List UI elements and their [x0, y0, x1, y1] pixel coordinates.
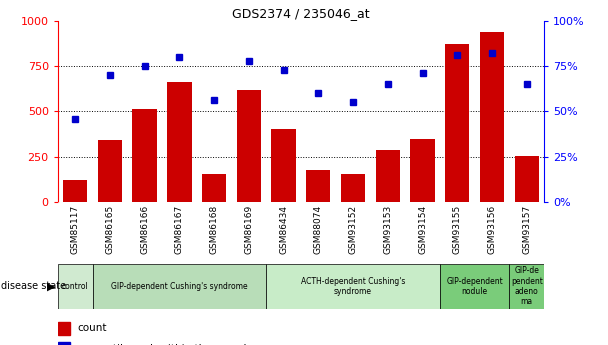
Text: GSM85117: GSM85117 [71, 205, 80, 254]
Bar [167, 82, 192, 202]
Text: GSM93154: GSM93154 [418, 205, 427, 254]
Bar [58, 342, 70, 345]
Text: disease state: disease state [1, 282, 66, 291]
Text: GSM93152: GSM93152 [348, 205, 358, 254]
Bar [510, 264, 544, 309]
Text: ACTH-dependent Cushing's
syndrome: ACTH-dependent Cushing's syndrome [301, 277, 406, 296]
Bar [58, 322, 70, 335]
Bar [98, 140, 122, 202]
Bar [133, 109, 157, 202]
Text: count: count [77, 324, 107, 334]
Bar [266, 264, 440, 309]
Text: GIP-dependent
nodule: GIP-dependent nodule [446, 277, 503, 296]
Title: GDS2374 / 235046_at: GDS2374 / 235046_at [232, 7, 370, 20]
Text: GSM86167: GSM86167 [175, 205, 184, 254]
Bar [514, 156, 539, 202]
Bar [202, 174, 226, 202]
Text: GSM93157: GSM93157 [522, 205, 531, 254]
Text: GSM86165: GSM86165 [105, 205, 114, 254]
Bar [445, 44, 469, 202]
Bar [306, 170, 331, 202]
Text: GSM86166: GSM86166 [140, 205, 149, 254]
Text: GSM93153: GSM93153 [383, 205, 392, 254]
Bar [376, 150, 400, 202]
Text: control: control [62, 282, 89, 291]
Bar [237, 90, 261, 202]
Bar [480, 32, 504, 202]
Bar [410, 139, 435, 202]
Text: GIP-dependent Cushing's syndrome: GIP-dependent Cushing's syndrome [111, 282, 247, 291]
Text: percentile rank within the sample: percentile rank within the sample [77, 344, 253, 345]
Text: GSM86434: GSM86434 [279, 205, 288, 254]
Bar [341, 174, 365, 202]
Bar [440, 264, 510, 309]
Text: GSM88074: GSM88074 [314, 205, 323, 254]
Bar [271, 129, 295, 202]
Bar [92, 264, 266, 309]
Text: ▶: ▶ [47, 282, 55, 291]
Text: GSM93156: GSM93156 [488, 205, 497, 254]
Text: GSM86168: GSM86168 [210, 205, 219, 254]
Bar [58, 264, 92, 309]
Text: GIP-de
pendent
adeno
ma: GIP-de pendent adeno ma [511, 266, 543, 306]
Text: GSM86169: GSM86169 [244, 205, 254, 254]
Bar [63, 180, 88, 202]
Text: GSM93155: GSM93155 [453, 205, 462, 254]
